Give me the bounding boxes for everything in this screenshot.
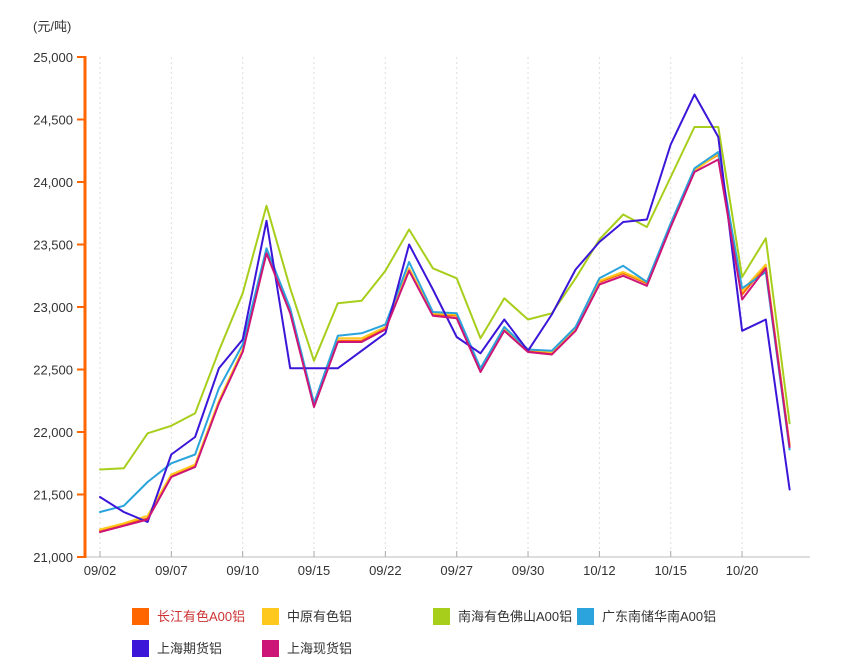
legend-item-2[interactable]: 南海有色佛山A00铝 — [433, 606, 572, 626]
legend-label: 南海有色佛山A00铝 — [458, 608, 573, 624]
legend-label: 上海期货铝 — [157, 640, 223, 656]
legend-item-1[interactable]: 中原有色铝 — [262, 606, 352, 626]
x-axis-label: 10/20 — [726, 563, 759, 578]
legend-item-5[interactable]: 上海现货铝 — [262, 638, 352, 658]
x-axis-label: 09/02 — [84, 563, 117, 578]
legend-label: 中原有色铝 — [287, 608, 353, 624]
x-axis-label: 09/15 — [298, 563, 331, 578]
y-axis-label: 21,000 — [33, 550, 73, 565]
x-axis-label: 09/07 — [155, 563, 188, 578]
x-axis-label: 10/12 — [583, 563, 616, 578]
series-line-5 — [99, 158, 791, 533]
legend-item-0[interactable]: 长江有色A00铝 — [132, 606, 245, 626]
series-line-0 — [99, 153, 791, 532]
legend-swatch-icon — [262, 639, 279, 657]
y-axis-label: 24,500 — [33, 113, 73, 128]
y-axis-label: 23,500 — [33, 238, 73, 253]
y-axis-label: 21,500 — [33, 488, 73, 503]
y-axis-unit-label: (元/吨) — [33, 19, 72, 34]
y-axis-label: 25,000 — [33, 50, 73, 65]
legend-swatch-icon — [132, 607, 149, 625]
series-line-4 — [99, 93, 791, 523]
legend-swatch-icon — [262, 607, 279, 625]
legend-swatch-icon — [132, 639, 149, 657]
x-axis-label: 09/22 — [369, 563, 402, 578]
legend-item-4[interactable]: 上海期货铝 — [132, 638, 222, 658]
series-line-2 — [99, 126, 791, 471]
y-axis-label: 22,500 — [33, 363, 73, 378]
y-axis-label: 24,000 — [33, 175, 73, 190]
x-axis-label: 09/27 — [440, 563, 473, 578]
legend-label: 广东南储华南A00铝 — [602, 608, 717, 624]
y-axis-label: 23,000 — [33, 300, 73, 315]
legend-label: 上海现货铝 — [287, 640, 353, 656]
series-line-3 — [99, 151, 791, 513]
price-line-chart: 09/02 09/07 09/10 09/15 09/22 09/27 09/30 10/12… — [33, 50, 810, 578]
legend-swatch-icon — [433, 607, 450, 625]
x-axis-label: 09/10 — [226, 563, 259, 578]
x-axis-label: 10/15 — [654, 563, 687, 578]
legend-item-3[interactable]: 广东南储华南A00铝 — [577, 606, 716, 626]
y-axis-label: 22,000 — [33, 425, 73, 440]
x-axis-label: 09/30 — [512, 563, 545, 578]
legend-label: 长江有色A00铝 — [157, 608, 246, 624]
series-line-1 — [99, 152, 791, 531]
legend-swatch-icon — [577, 607, 594, 625]
